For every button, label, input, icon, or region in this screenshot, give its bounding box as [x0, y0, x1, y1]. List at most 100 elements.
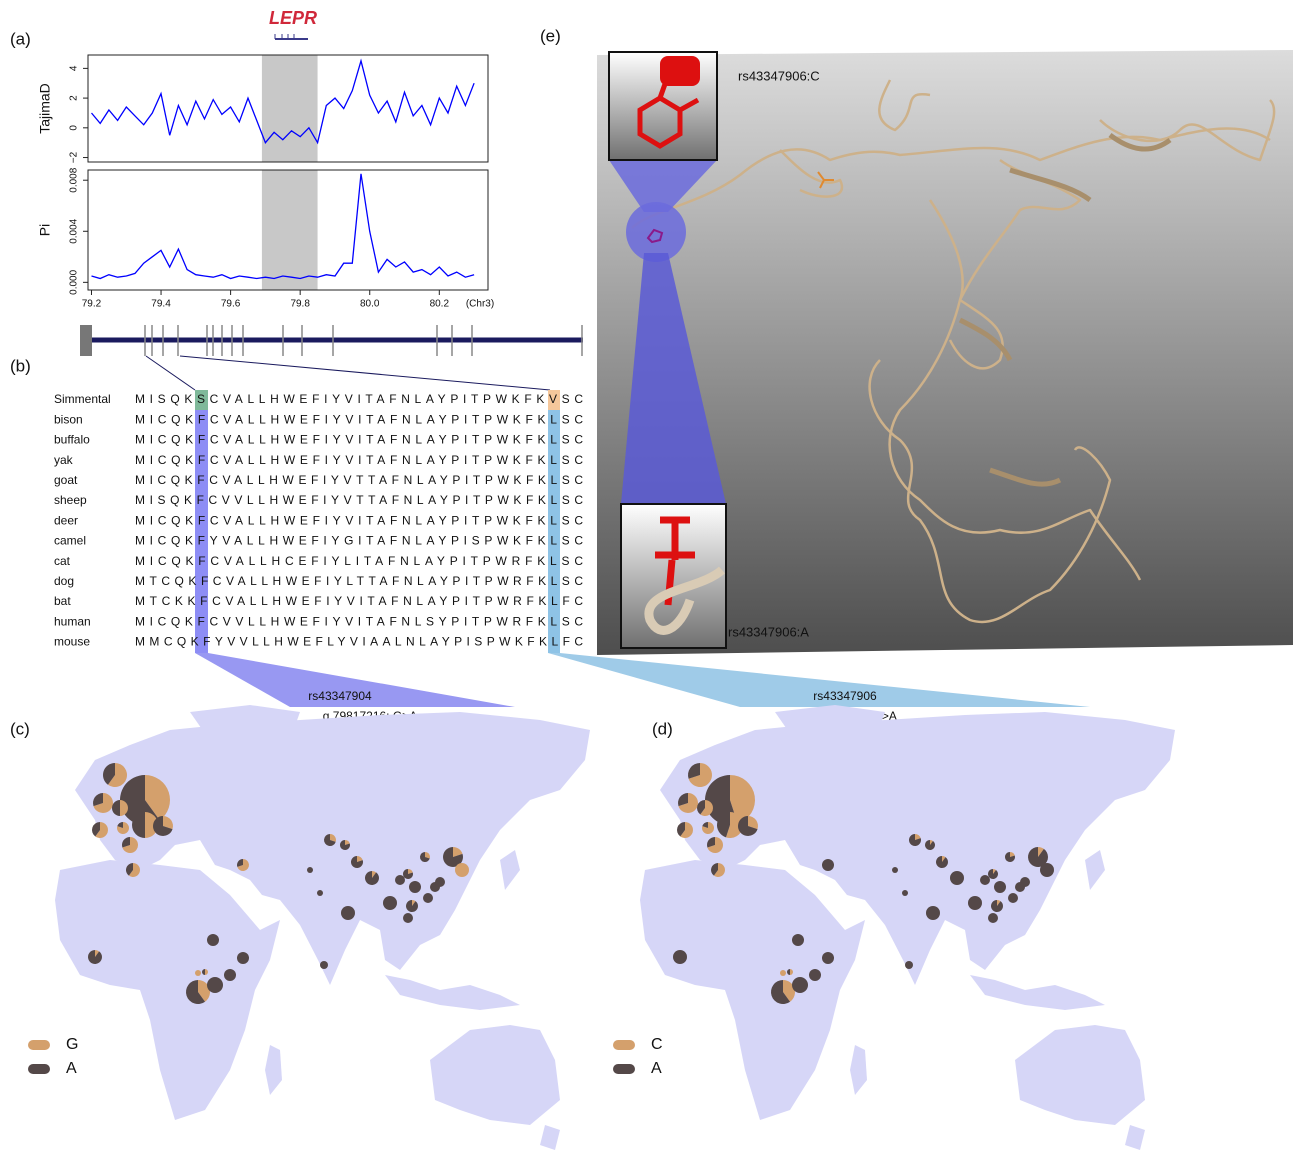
sequence: MISQKFCVVLLHWEFIYVTTAFNLAYPITPWKFKLSC	[135, 493, 583, 507]
land	[1085, 850, 1105, 890]
land	[1125, 1125, 1145, 1150]
pie	[207, 934, 219, 946]
land	[55, 860, 280, 1120]
sequence: MISQKSCVALLHWEFIYVITAFNLAYPITPWKFKVSC	[135, 392, 583, 406]
pie	[455, 863, 469, 877]
land	[500, 850, 520, 890]
pie	[207, 977, 223, 993]
land	[1015, 1025, 1145, 1125]
land	[850, 1045, 867, 1095]
land	[385, 975, 520, 1010]
land	[970, 975, 1105, 1010]
x-tick-label: 80.0	[360, 299, 380, 310]
pie	[224, 969, 236, 981]
pie-slice	[988, 869, 998, 879]
highlight-region	[262, 170, 318, 290]
y-tick-label: −2	[69, 151, 80, 163]
sequence: MICQKFCVALLHWEFIYVITAFNLAYPITPWKFKLSC	[135, 433, 583, 447]
gene-model	[80, 325, 583, 390]
legend-swatch	[28, 1064, 50, 1074]
panel-label: (a)	[10, 29, 31, 48]
species-name: bison	[54, 412, 83, 426]
species-name: yak	[54, 453, 74, 467]
panel-label: (e)	[540, 26, 561, 45]
pie-slice	[936, 856, 948, 868]
x-tick-label: 80.2	[430, 299, 450, 310]
land	[540, 1125, 560, 1150]
land	[265, 1045, 282, 1095]
snp-id: rs43347904	[308, 689, 372, 703]
y-axis-label: TajimaD	[37, 83, 53, 134]
panel-label: (b)	[10, 356, 31, 375]
x-tick-label: 79.2	[82, 299, 102, 310]
pie	[1020, 877, 1030, 887]
pie	[237, 952, 249, 964]
x-tick-label: 79.6	[221, 299, 241, 310]
pie	[1040, 863, 1054, 877]
legend-label: A	[651, 1060, 662, 1077]
pie	[320, 961, 328, 969]
legend-label: C	[651, 1036, 663, 1053]
pie	[792, 977, 808, 993]
structure-label: rs43347906:A	[728, 624, 809, 639]
pie	[822, 859, 834, 871]
species-name: mouse	[54, 635, 90, 649]
sequence: MICQKFCVALLHWEFIYVTTAFNLAYPITPWKFKLSC	[135, 473, 583, 487]
gene-model-small	[275, 34, 308, 39]
pie	[892, 867, 898, 873]
highlight-region	[262, 55, 318, 162]
x-tick-label: 79.8	[290, 299, 310, 310]
y-axis-label: Pi	[37, 224, 53, 236]
pie	[673, 950, 687, 964]
pie	[307, 867, 313, 873]
species-name: cat	[54, 554, 71, 568]
y-tick-label: 2	[69, 95, 80, 101]
pie	[792, 934, 804, 946]
structure-label: rs43347906:C	[738, 68, 820, 83]
sequence: MMCQKFYVVLLHWEFLYVIAALNLAYPISPWKFKLFC	[135, 635, 583, 649]
pie	[395, 875, 405, 885]
y-tick-label: 0.008	[69, 167, 80, 192]
pie	[902, 890, 908, 896]
figure: (a) (b) (c) (d) (e) LEPR SimmentalMISQKS…	[0, 0, 1293, 1159]
species-name: buffalo	[54, 433, 90, 447]
pie	[926, 906, 940, 920]
pie	[1008, 893, 1018, 903]
sequence: MICQKFYVALLHWEFIYGITAFNLAYPISPWKFKLSC	[135, 534, 583, 548]
sequence: MICQKFCVVLLHWEFIYVITAFNLSYPITPWRFKLSC	[135, 614, 583, 628]
species-name: bat	[54, 594, 71, 608]
legend-swatch	[613, 1040, 635, 1050]
pie	[988, 913, 998, 923]
species-name: Simmental	[54, 392, 111, 406]
species-name: dog	[54, 574, 74, 588]
pie	[341, 906, 355, 920]
pie	[435, 877, 445, 887]
land	[640, 860, 865, 1120]
x-tick-label: 79.4	[151, 299, 171, 310]
world-map: GA	[28, 705, 590, 1150]
legend-label: G	[66, 1036, 78, 1053]
legend-label: A	[66, 1060, 77, 1077]
pie	[195, 970, 201, 976]
world-map: CA	[613, 705, 1175, 1150]
x-unit: (Chr3)	[466, 299, 494, 310]
pie	[822, 952, 834, 964]
sequence: MICQKFCVALLHCEFIYLITAFNLAYPITPWRFKLSC	[135, 554, 583, 568]
gene-name: LEPR	[269, 8, 317, 28]
pie	[809, 969, 821, 981]
pie	[905, 961, 913, 969]
species-name: human	[54, 614, 91, 628]
species-name: goat	[54, 473, 78, 487]
species-name: camel	[54, 534, 86, 548]
sequence: MICQKFCVALLHWEFIYVITAFNLAYPITPWKFKLSC	[135, 453, 583, 467]
y-tick-label: 0.004	[69, 218, 80, 243]
y-tick-label: 0	[69, 125, 80, 131]
y-tick-label: 4	[69, 65, 80, 71]
sequence: MTCQKFCVALLHWEFIYLTTAFNLAYPITPWRFKLSC	[135, 574, 583, 588]
species-name: deer	[54, 513, 78, 527]
sequence: MTCKKFCVALLHWEFIYVITAFNLAYPITPWRFKLFC	[135, 594, 583, 608]
y-tick-label: 0.000	[69, 269, 80, 294]
legend-swatch	[613, 1064, 635, 1074]
pie	[409, 881, 421, 893]
panel-label: (d)	[652, 719, 673, 738]
